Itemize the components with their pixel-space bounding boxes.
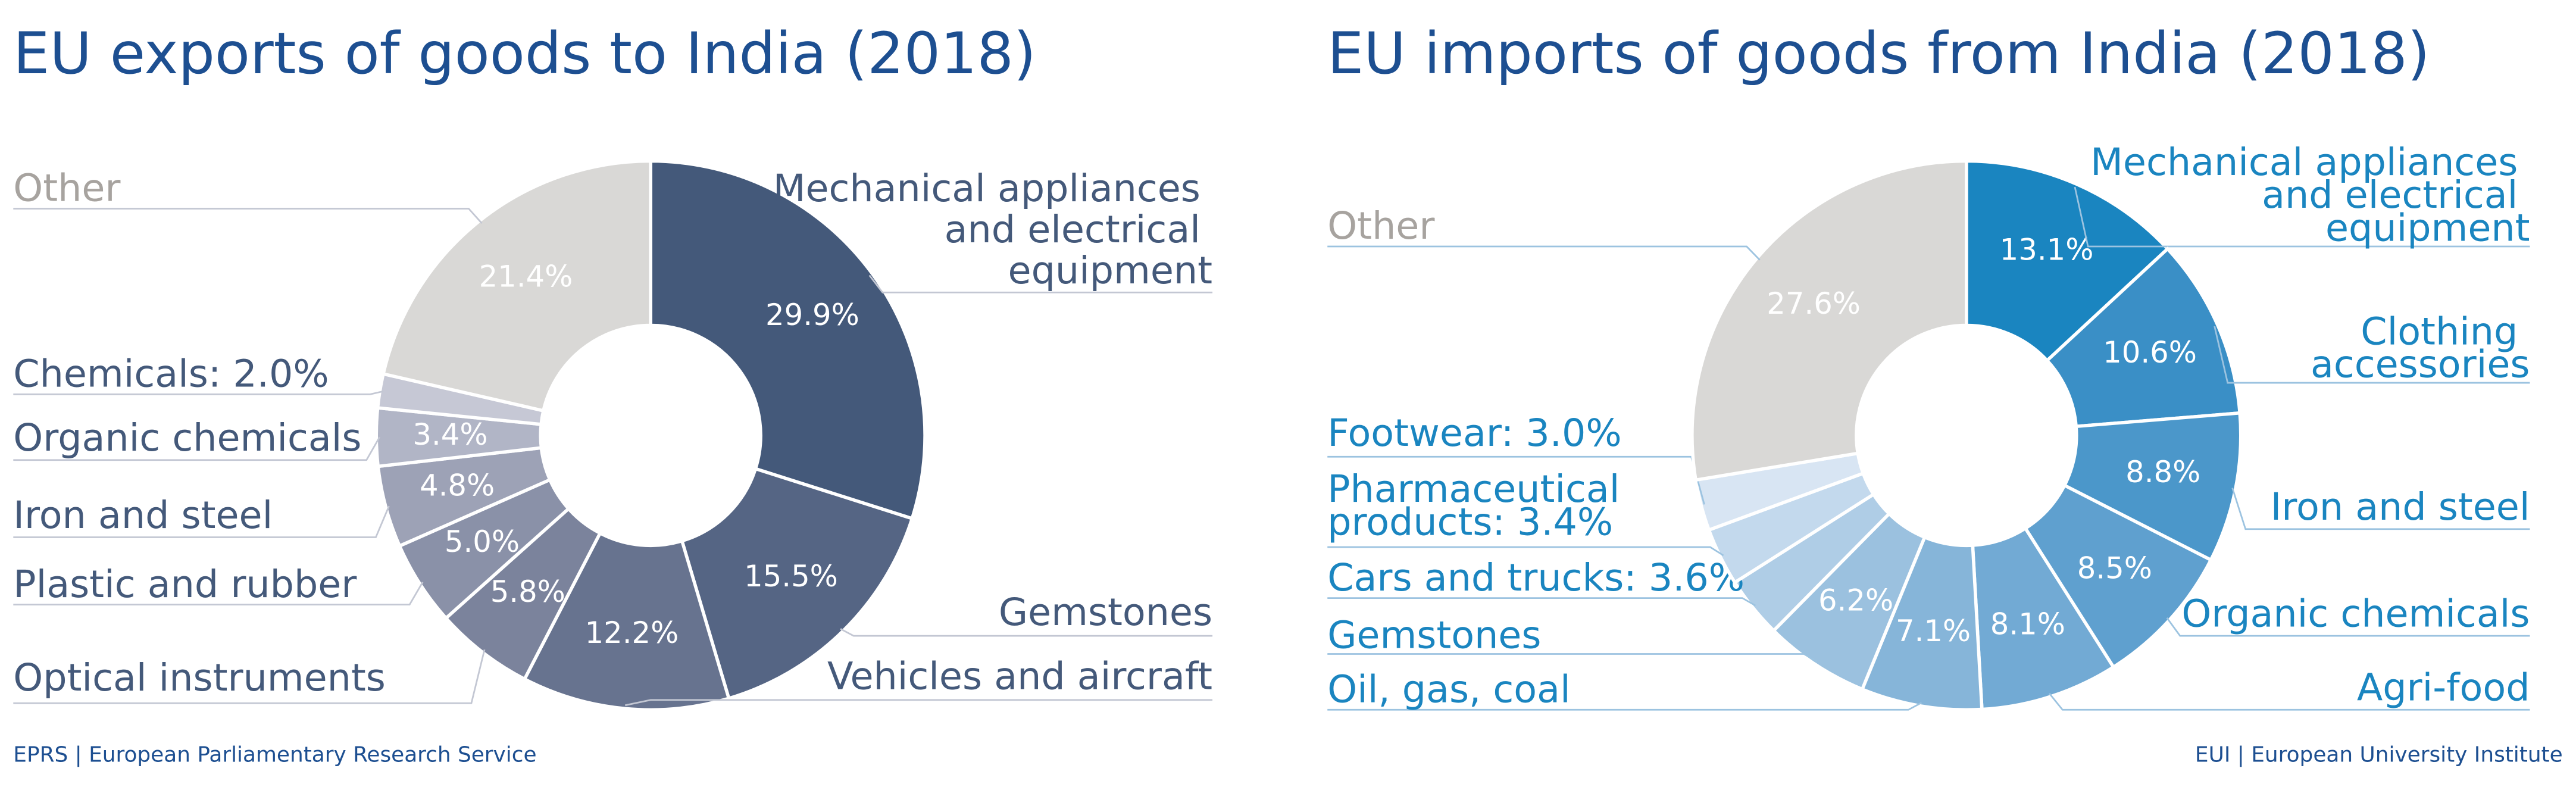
category-label: Oil, gas, coal xyxy=(1327,667,1570,711)
source: EPRS | European Parliamentary Research S… xyxy=(13,743,536,767)
category-label: Organic chemicals xyxy=(13,416,361,460)
category-label: Footwear: 3.0% xyxy=(1327,411,1621,455)
value-label: 21.4% xyxy=(479,259,573,293)
value-label: 13.1% xyxy=(2000,232,2094,267)
category-label: Organic chemicals xyxy=(2181,592,2530,636)
value-label: 8.8% xyxy=(2125,455,2200,489)
category-label: Mechanical appliances and electrical equ… xyxy=(773,166,1212,292)
leader-line xyxy=(13,582,424,606)
donut-slice xyxy=(522,530,731,711)
category-label: Iron and steel xyxy=(2271,485,2530,529)
value-label: 8.5% xyxy=(2077,551,2152,585)
leader-line xyxy=(868,274,1213,293)
leader-line xyxy=(13,390,384,395)
leader-line xyxy=(2214,326,2530,384)
leader-line xyxy=(2049,693,2530,711)
leader-line xyxy=(13,436,380,461)
value-label: 27.6% xyxy=(1767,286,1861,321)
donut-slice xyxy=(2062,411,2243,563)
value-label: 6.2% xyxy=(1818,583,1893,618)
leader-line xyxy=(625,699,1213,707)
chart-title: EU exports of goods to India (2018) xyxy=(13,20,1036,87)
leader-line xyxy=(1327,546,1724,557)
leader-line xyxy=(2166,617,2530,637)
value-label: 5.8% xyxy=(490,574,565,609)
category-label: Other xyxy=(1327,204,1435,248)
leader-line xyxy=(2074,186,2530,248)
value-label: 29.9% xyxy=(765,298,859,332)
leader-line xyxy=(1327,597,1756,607)
category-label: Mechanical appliances and electrical equ… xyxy=(2090,140,2530,249)
donut-slice xyxy=(1971,526,2116,711)
leader-line xyxy=(840,628,1213,637)
value-label: 4.8% xyxy=(420,469,495,503)
donut-slice xyxy=(2044,246,2242,429)
value-label: 7.1% xyxy=(1896,614,1971,648)
category-label: Vehicles and aircraft xyxy=(827,654,1212,698)
value-label: 5.0% xyxy=(445,524,520,559)
category-label: Clothing accessories xyxy=(2311,309,2530,386)
category-label: Gemstones xyxy=(999,590,1212,634)
leader-line xyxy=(13,505,390,538)
leader-line xyxy=(13,649,486,704)
leader-line xyxy=(2231,488,2530,530)
category-label: Other xyxy=(13,166,121,210)
category-label: Chemicals: 2.0% xyxy=(13,352,329,396)
leader-line xyxy=(1327,455,1705,505)
leader-line xyxy=(13,208,483,224)
category-label: Pharmaceutical products: 3.4% xyxy=(1327,467,1631,544)
value-label: 15.5% xyxy=(744,559,838,594)
donut-slice xyxy=(1690,159,1968,482)
category-label: Agri-food xyxy=(2357,666,2530,710)
value-label: 3.4% xyxy=(412,417,487,452)
category-label: Gemstones xyxy=(1327,613,1541,657)
source: EUI | European University Institute xyxy=(2195,743,2563,767)
value-label: 8.1% xyxy=(1990,607,2065,641)
donut-slice xyxy=(381,159,652,413)
donut-slice xyxy=(2023,483,2214,670)
category-label: Cars and trucks: 3.6% xyxy=(1327,555,1745,599)
category-label: Plastic and rubber xyxy=(13,562,357,606)
leader-line xyxy=(1327,702,1922,711)
donut-slice xyxy=(680,466,914,701)
category-label: Optical instruments xyxy=(13,655,386,699)
donut-slice xyxy=(1965,159,2170,363)
chart-title: EU imports of goods from India (2018) xyxy=(1327,20,2430,87)
value-label: 12.2% xyxy=(585,616,679,650)
leader-line xyxy=(1327,245,1761,261)
category-label: Iron and steel xyxy=(13,493,273,537)
value-label: 10.6% xyxy=(2103,335,2197,370)
donut-slice xyxy=(649,159,927,521)
leader-line xyxy=(1327,653,1818,663)
